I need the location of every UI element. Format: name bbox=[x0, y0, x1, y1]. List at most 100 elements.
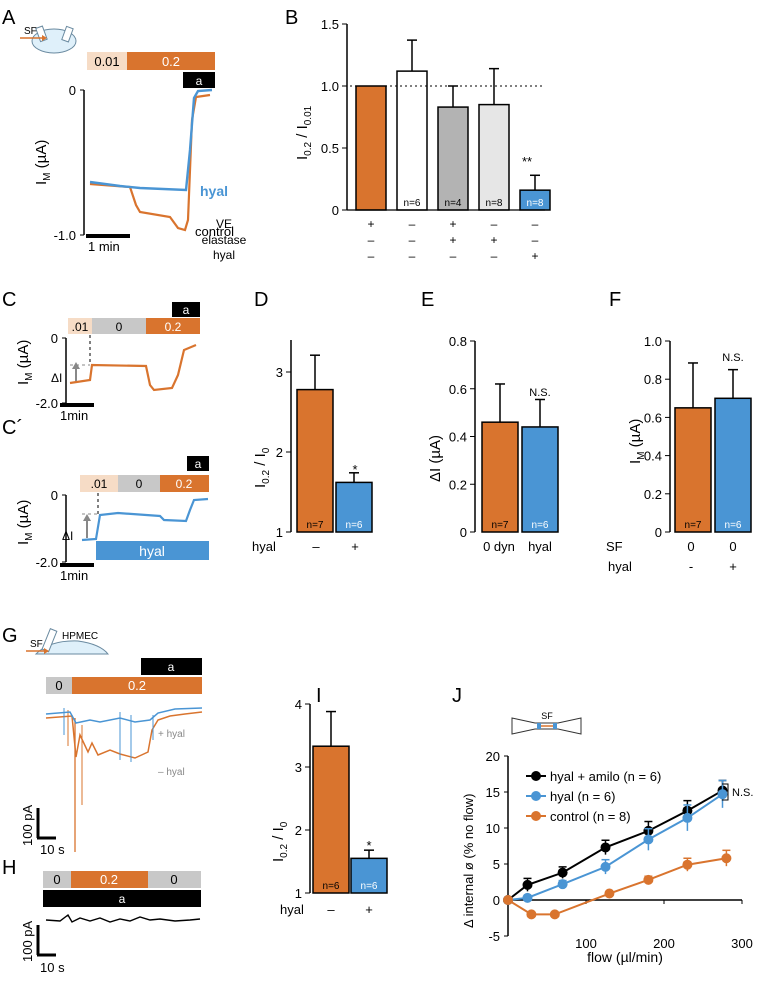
bar-chart-e: 0 0.2 0.4 0.6 0.8 n=7 n=6 bbox=[449, 334, 559, 540]
x-axis-label-j: flow (µl/min) bbox=[587, 949, 663, 965]
bar bbox=[481, 421, 519, 533]
y-tick-label: 0.4 bbox=[449, 430, 467, 445]
data-point bbox=[557, 879, 568, 890]
n-label: n=4 bbox=[445, 198, 462, 209]
y-axis-label-i: I0.2 / I0 bbox=[270, 821, 290, 862]
data-point bbox=[526, 909, 537, 920]
y-tick-label: 15 bbox=[486, 785, 500, 800]
significance-bracket bbox=[722, 783, 729, 801]
conc-02-h: 0.2 bbox=[100, 872, 118, 887]
y-tick-label: 0.5 bbox=[321, 141, 339, 156]
legend-marker bbox=[531, 791, 541, 801]
y-tick-0-cp: 0 bbox=[51, 488, 58, 503]
treatment-mark: + bbox=[490, 233, 497, 247]
line-chart-j: -5 0 5 10 15 20 100 200 300 hyal + amilo (n = 6) h… bbox=[486, 749, 753, 951]
bar bbox=[312, 745, 350, 894]
time-scale-cp: 1min bbox=[60, 568, 88, 583]
y-tick-label: 0.2 bbox=[644, 487, 662, 502]
treatment-mark: + bbox=[449, 217, 456, 231]
amiloride-label-c: a bbox=[183, 303, 190, 317]
treatment-mark: – bbox=[532, 217, 539, 231]
y-axis-label-b: I0.2 / I0.01 bbox=[294, 105, 314, 160]
sf-label: SF bbox=[24, 26, 37, 37]
x-val-i-1: – bbox=[327, 902, 335, 917]
legend-label: hyal + amilo (n = 6) bbox=[550, 769, 661, 784]
y-tick-label: 0.8 bbox=[449, 334, 467, 349]
conc-label-02: 0.2 bbox=[162, 54, 180, 69]
data-point bbox=[522, 892, 533, 903]
data-point bbox=[721, 853, 732, 864]
hyal-val-f-2: + bbox=[729, 559, 737, 574]
delta-i-cp: ΔI bbox=[62, 529, 73, 543]
treatment-mark: – bbox=[450, 249, 457, 263]
data-point bbox=[604, 888, 615, 899]
n-label: n=8 bbox=[486, 198, 503, 209]
y-tick-label: 0 bbox=[460, 525, 467, 540]
panel-label-d: D bbox=[254, 289, 268, 311]
control-trace-label: control bbox=[195, 224, 234, 239]
data-point bbox=[643, 834, 654, 845]
treatment-mark: – bbox=[409, 233, 416, 247]
y-axis-label-f: IM (µA) bbox=[627, 419, 647, 464]
conc-02-c: 0.2 bbox=[165, 320, 182, 334]
sf-val-f-2: 0 bbox=[729, 539, 736, 554]
n-label: n=6 bbox=[404, 198, 421, 209]
minus-hyal-label: – hyal bbox=[158, 767, 185, 778]
y-tick-label: 3 bbox=[295, 760, 302, 775]
legend-marker bbox=[531, 771, 541, 781]
legend-label: control (n = 8) bbox=[550, 809, 631, 824]
significance-b: ** bbox=[522, 154, 532, 169]
y-tick-label: 2 bbox=[276, 445, 283, 460]
treatment-mark: – bbox=[368, 233, 375, 247]
hyal-trace bbox=[89, 88, 213, 192]
data-point bbox=[557, 867, 568, 878]
data-point bbox=[682, 859, 693, 870]
bar-chart-f: 0 0.2 0.4 0.6 0.8 1.0 n=7 n=6 bbox=[644, 334, 752, 540]
y-tick-label: -5 bbox=[488, 929, 500, 944]
panel-label-cprime: C´ bbox=[2, 417, 23, 439]
ve-row-label: VE bbox=[216, 217, 232, 231]
n-label: n=7 bbox=[307, 520, 324, 531]
y-tick-min2-c: -2.0 bbox=[36, 396, 58, 411]
time-scale-c: 1min bbox=[60, 408, 88, 423]
y-tick-label: 4 bbox=[295, 697, 302, 712]
n-label: n=6 bbox=[323, 881, 340, 892]
amiloride-label: a bbox=[196, 74, 203, 88]
treatment-mark: – bbox=[409, 217, 416, 231]
y-axis-label-e: ΔI (µA) bbox=[427, 435, 444, 482]
y-tick-0: 0 bbox=[69, 83, 76, 98]
y-tick-label: 0.2 bbox=[449, 477, 467, 492]
conc-bar-001 bbox=[87, 52, 127, 70]
data-point bbox=[643, 874, 654, 885]
trace-cp bbox=[81, 497, 209, 542]
treatment-mark: – bbox=[409, 249, 416, 263]
n-label: n=6 bbox=[532, 520, 549, 531]
x-tick-label: 300 bbox=[731, 936, 753, 951]
y-tick-label: 1.0 bbox=[644, 334, 662, 349]
y-tick-label: 2 bbox=[295, 823, 302, 838]
y-axis-label: IM (µA) bbox=[33, 140, 53, 185]
n-label: n=8 bbox=[527, 198, 544, 209]
amiloride-label-g: a bbox=[168, 660, 175, 674]
x-tick-label: 200 bbox=[653, 936, 675, 951]
sf-label-g: SF bbox=[30, 639, 43, 650]
legend-marker bbox=[531, 811, 541, 821]
x-val-i-2: + bbox=[365, 902, 373, 917]
treatment-mark: – bbox=[368, 249, 375, 263]
x-cat-e-2: hyal bbox=[528, 539, 552, 554]
bar bbox=[335, 481, 373, 533]
x-tick-label: 100 bbox=[575, 936, 597, 951]
n-label: n=7 bbox=[685, 520, 702, 531]
amiloride-label-h: a bbox=[119, 892, 126, 906]
data-point bbox=[503, 895, 513, 905]
x-val-d-2: + bbox=[351, 539, 359, 554]
y-tick-label: 0.4 bbox=[644, 449, 662, 464]
series-line bbox=[507, 857, 727, 916]
bar bbox=[674, 407, 712, 533]
minus-hyal-trace bbox=[45, 711, 203, 759]
bar-chart-i: 1 2 3 4 n=6 n=6 bbox=[295, 697, 388, 901]
y-axis-label-j: Δ internal ø (% no flow) bbox=[461, 794, 476, 928]
panel-label-a: A bbox=[2, 7, 16, 29]
n-label: n=7 bbox=[492, 520, 509, 531]
significance-e: N.S. bbox=[529, 387, 550, 399]
